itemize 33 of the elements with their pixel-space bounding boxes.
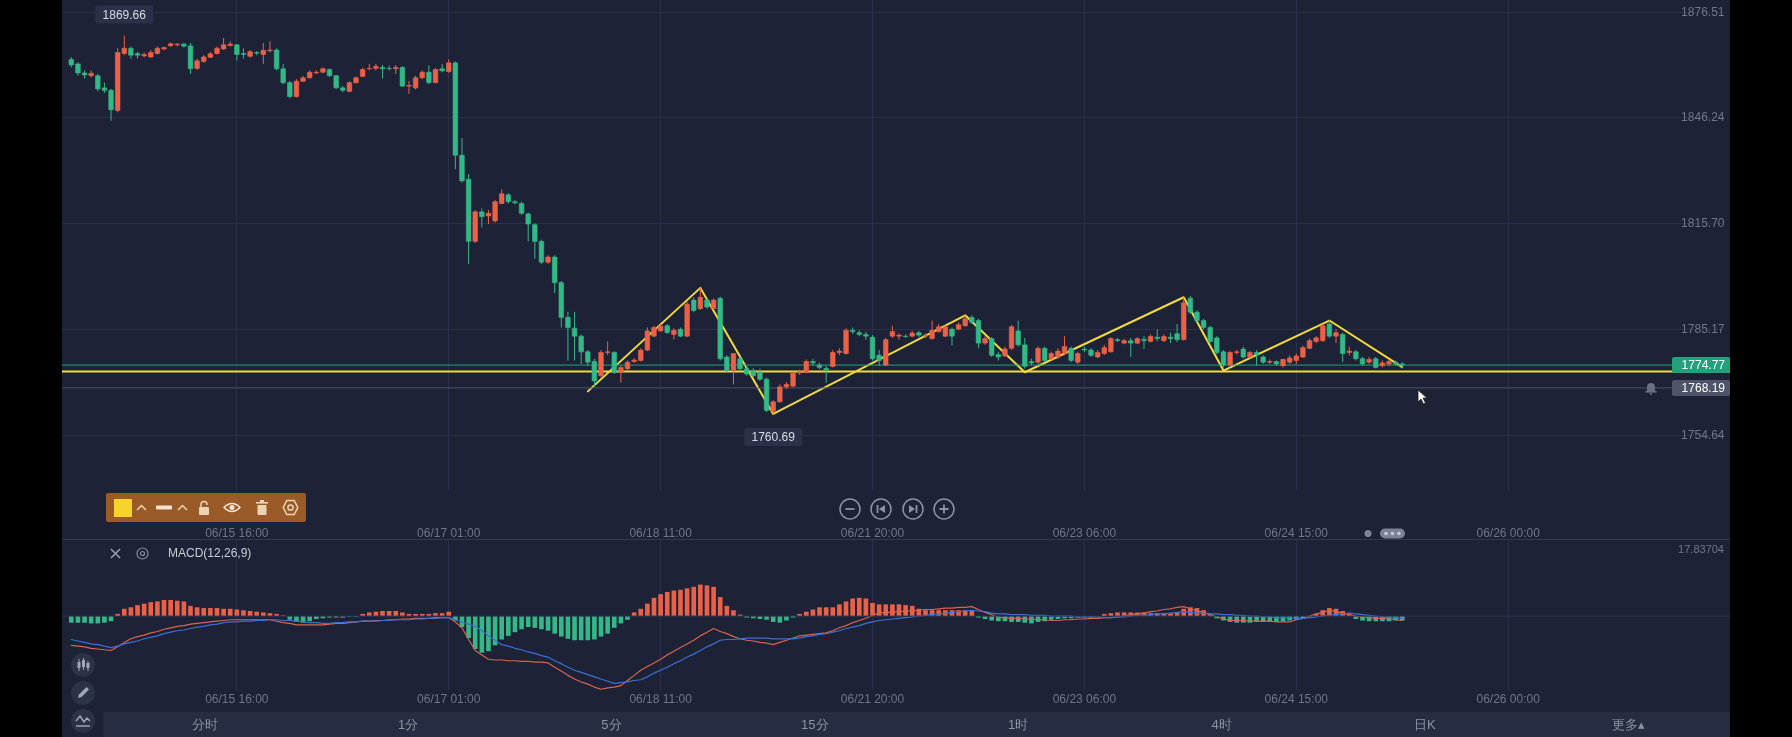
y-tick-label: 1754.64 [1681, 428, 1725, 443]
x-tick-label: 06/26 00:00 [1476, 525, 1541, 540]
x-tick-label: 06/23 06:00 [1052, 691, 1117, 706]
x-tick-label: 06/18 11:00 [629, 691, 693, 706]
y-tick-label: 1876.51 [1681, 5, 1725, 20]
ref-line-label: 1768.19 [1681, 380, 1726, 395]
ref-line-label: 1774.77 [1681, 358, 1726, 373]
text: 更多▴ [1611, 716, 1646, 734]
x-tick-label: 06/21 20:00 [840, 691, 905, 706]
x-tick-label: 06/23 06:00 [1052, 525, 1117, 540]
text: 15分 [800, 716, 830, 734]
x-tick-label: 06/24 15:00 [1264, 525, 1329, 540]
x-tick-label: 06/17 01:00 [417, 525, 481, 540]
y-tick-label: 1785.17 [1681, 322, 1725, 337]
text: 4时 [1210, 716, 1233, 734]
x-tick-label: 06/26 00:00 [1476, 691, 1541, 706]
chart-title: MACD(12,26,9) [168, 546, 252, 560]
x-tick-label: 06/15 16:00 [205, 691, 269, 706]
y-tick-label: 1815.70 [1681, 216, 1725, 231]
text: 日K [1413, 716, 1437, 734]
text: 1时 [1007, 716, 1030, 734]
x-tick-label: 06/15 16:00 [205, 525, 269, 540]
x-tick-label: 06/21 20:00 [840, 525, 905, 540]
text: 1分 [396, 716, 420, 734]
text: 5分 [600, 716, 623, 734]
y-tick-label: 1846.24 [1681, 110, 1725, 125]
x-tick-label: 06/17 01:00 [417, 691, 481, 706]
x-tick-label: 06/24 15:00 [1264, 691, 1329, 706]
text: 17.83704 [1678, 543, 1724, 555]
x-tick-label: 06/18 11:00 [629, 525, 693, 540]
annotation: 1869.66 [102, 7, 147, 22]
annotation: 1760.69 [751, 429, 796, 444]
text: 分时 [190, 716, 219, 734]
